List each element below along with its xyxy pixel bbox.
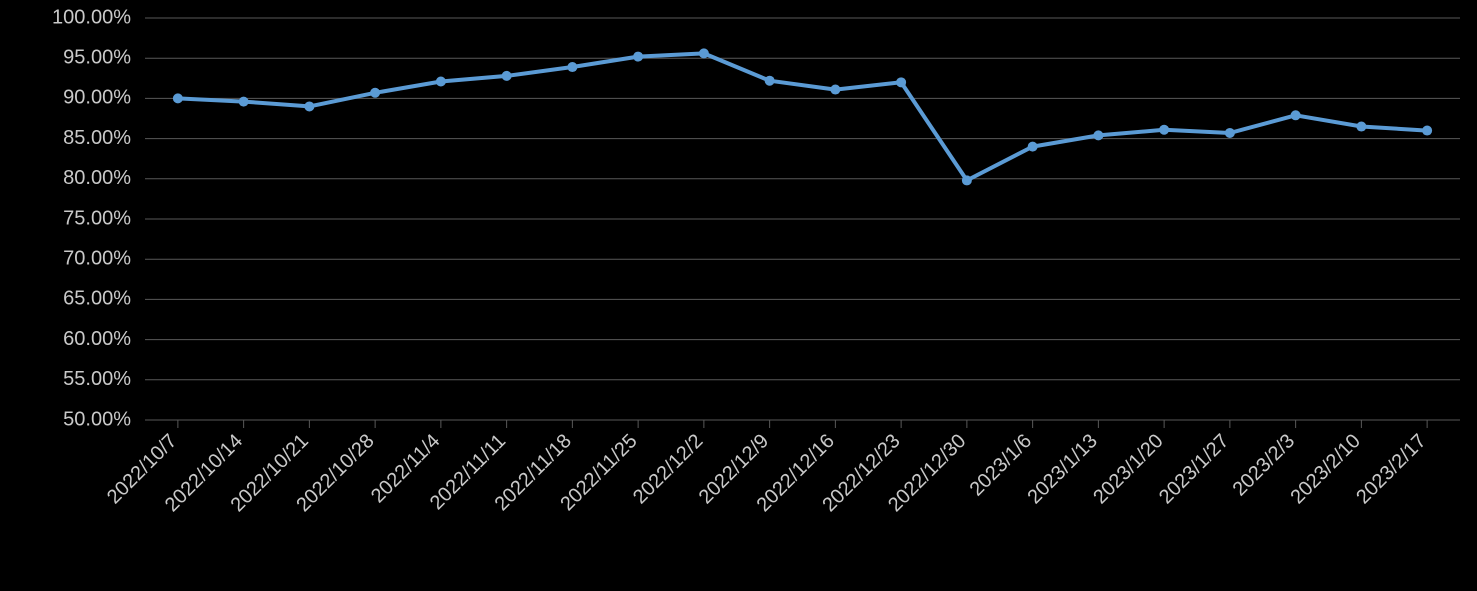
data-point-marker — [633, 52, 643, 62]
y-tick-label: 60.00% — [63, 328, 131, 350]
data-point-marker — [962, 175, 972, 185]
data-point-marker — [1093, 130, 1103, 140]
data-point-marker — [567, 62, 577, 72]
data-point-marker — [239, 97, 249, 107]
data-point-marker — [436, 77, 446, 87]
chart-svg: 50.00% 55.00% 60.00% 65.00% 70.00% 75.00% 80.0… — [0, 0, 1477, 591]
data-point-marker — [1356, 122, 1366, 132]
line-chart: 50.00% 55.00% 60.00% 65.00% 70.00% 75.00% 80.0… — [0, 0, 1477, 591]
y-tick-label: 95.00% — [63, 46, 131, 68]
y-tick-label: 90.00% — [63, 87, 131, 109]
data-point-marker — [830, 85, 840, 95]
y-tick-label: 100.00% — [52, 6, 131, 28]
y-tick-label: 85.00% — [63, 127, 131, 149]
y-tick-label: 70.00% — [63, 247, 131, 269]
data-point-marker — [765, 76, 775, 86]
data-point-marker — [1028, 142, 1038, 152]
y-tick-label: 65.00% — [63, 288, 131, 310]
data-point-marker — [1422, 126, 1432, 136]
y-tick-label: 55.00% — [63, 368, 131, 390]
data-point-marker — [896, 77, 906, 87]
data-point-marker — [370, 88, 380, 98]
data-point-marker — [1291, 110, 1301, 120]
data-point-marker — [502, 71, 512, 81]
data-point-marker — [699, 48, 709, 58]
data-point-marker — [304, 101, 314, 111]
data-point-marker — [173, 93, 183, 103]
data-point-marker — [1225, 128, 1235, 138]
data-point-marker — [1159, 125, 1169, 135]
y-tick-label: 80.00% — [63, 167, 131, 189]
y-tick-label: 50.00% — [63, 408, 131, 430]
y-tick-label: 75.00% — [63, 207, 131, 229]
